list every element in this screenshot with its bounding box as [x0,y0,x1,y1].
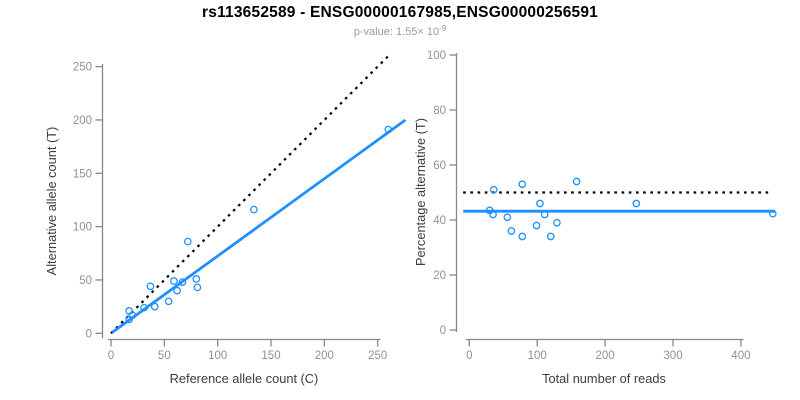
data-point [173,286,181,295]
x-axis-title: Total number of reads [542,371,666,386]
data-point [170,277,178,285]
data-point [572,177,581,186]
data-point [546,232,555,241]
x-axis-title: Reference allele count (C) [170,371,319,386]
data-point [125,315,133,324]
y-tick-label: 40 [433,215,446,227]
data-point [192,275,201,283]
y-tick-label: 200 [73,115,92,127]
y-tick-label: 250 [73,62,92,74]
x-tick-label: 50 [158,350,171,362]
y-axis-title: Alternative allele count (T) [44,127,59,276]
data-points [125,125,393,324]
data-point [164,297,173,306]
data-point [489,210,497,219]
x-tick-label: 0 [466,350,472,362]
pvalue-exponent: -9 [439,24,447,33]
data-point [632,199,641,208]
right-chart: 0 20 40 60 80 100 0 100 200 300 400 Total number of… [413,50,777,386]
left-chart: 0 50 100 150 200 250 0 50 100 150 200 250 Reference … [44,53,407,386]
plot-title: rs113652589 - ENSG00000167985,ENSG000002… [202,4,598,21]
x-tick-label: 200 [315,350,334,362]
data-point [507,227,516,235]
data-point [768,209,777,218]
y-tick-label: 100 [427,50,446,62]
y-tick-label: 150 [73,168,92,180]
y-axis: 0 20 40 60 80 100 [427,50,458,337]
data-point [536,199,544,208]
y-axis-title: Percentage alternative (T) [413,118,428,266]
x-tick-label: 0 [108,350,114,362]
y-tick-label: 0 [440,325,446,337]
data-points [485,177,777,241]
data-point [540,210,549,219]
y-tick-label: 60 [433,160,446,172]
data-point [553,218,561,227]
data-point [489,185,498,194]
y-tick-label: 0 [86,328,92,340]
y-tick-label: 80 [433,105,446,117]
data-point [140,303,148,312]
y-tick-label: 50 [79,275,92,287]
data-point [150,302,159,311]
x-tick-label: 250 [368,350,387,362]
x-tick-label: 200 [596,350,615,362]
data-point [250,205,258,214]
fit-line [111,118,407,334]
identity-line [110,53,392,335]
y-tick-label: 20 [433,270,446,282]
data-point [518,180,527,189]
data-point [384,125,393,134]
x-tick-label: 150 [261,350,280,362]
x-tick-label: 400 [731,350,750,362]
x-tick-label: 300 [663,350,682,362]
plot-subtitle: p-value: 1.55× 10-9 [0,24,800,38]
data-point [146,282,155,291]
x-axis: 0 100 200 300 400 [466,338,750,362]
data-point [193,283,202,292]
data-point [503,213,512,222]
x-tick-label: 100 [208,350,227,362]
data-point [178,278,187,286]
x-axis: 0 50 100 150 200 250 [108,338,387,362]
data-point [518,232,527,241]
data-point [183,237,192,246]
y-tick-label: 100 [73,222,92,234]
pvalue-text: p-value: 1.55× 10 [353,26,440,38]
x-tick-label: 100 [528,350,547,362]
y-axis: 0 50 100 150 200 250 [73,62,104,340]
data-point [532,221,541,230]
